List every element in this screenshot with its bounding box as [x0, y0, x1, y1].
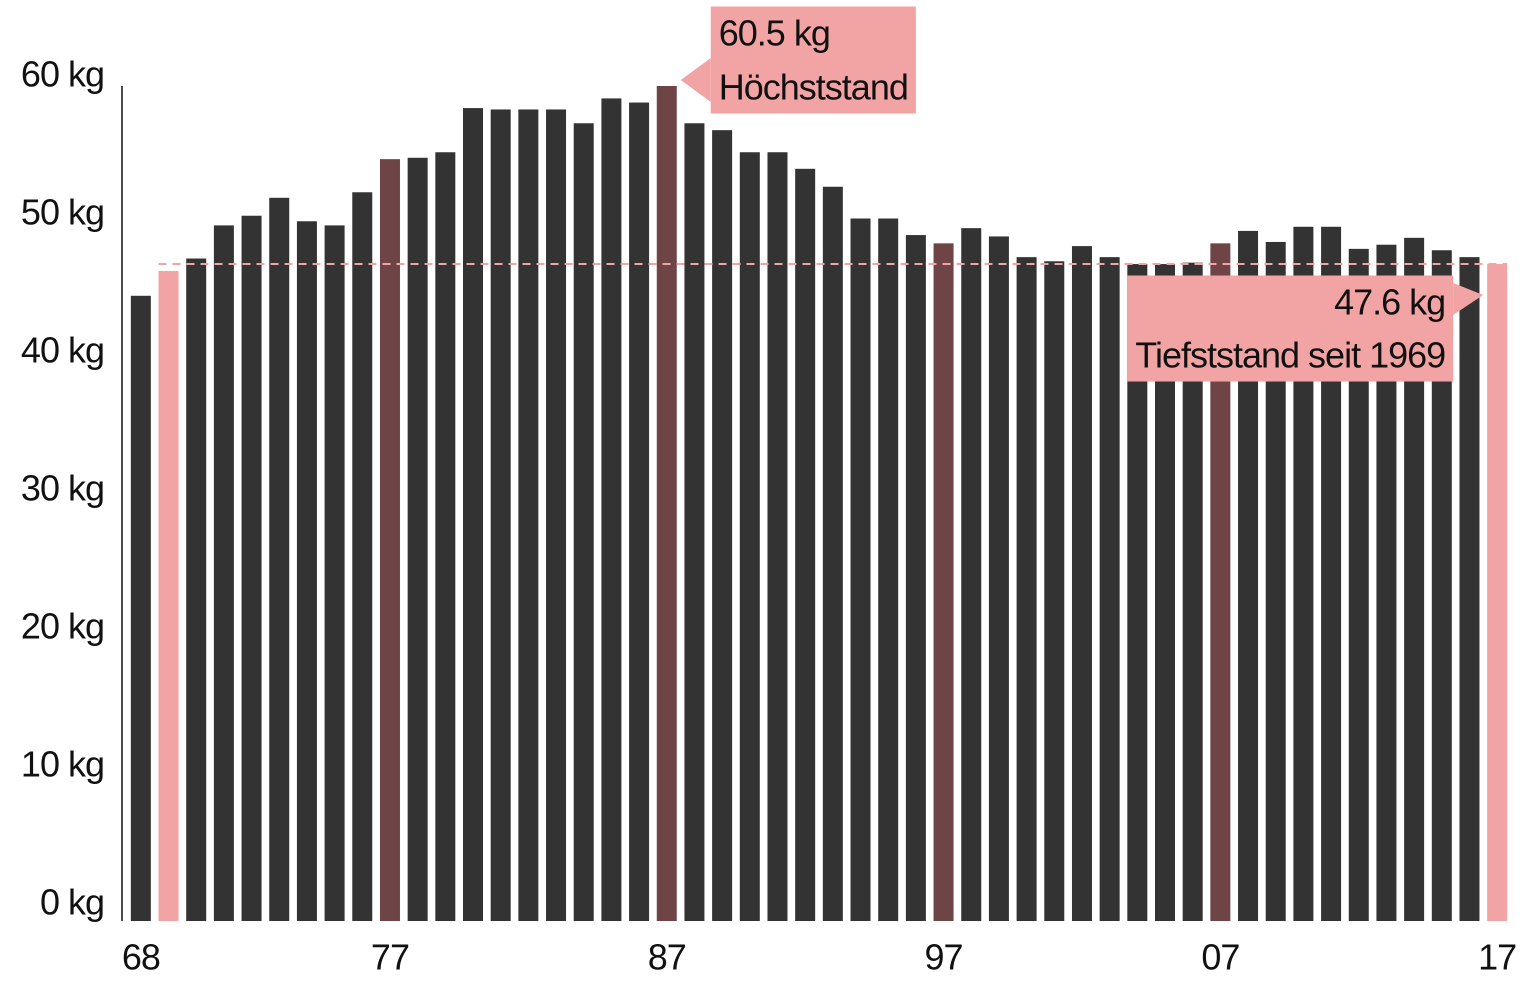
bar [269, 197, 290, 921]
bar [463, 108, 483, 921]
y-tick-label: 50 kg [21, 191, 104, 232]
annotation: 47.6 kg Tiefststand seit 1969 [1127, 275, 1484, 382]
bar [241, 215, 262, 921]
bar [435, 152, 456, 922]
x-tick-label: 77 [371, 937, 409, 978]
bar [712, 130, 733, 921]
value-label: 47.6 kg [1334, 282, 1445, 323]
bar [1348, 248, 1369, 921]
y-tick-label: 0 kg [40, 882, 104, 923]
annotation-arrow [680, 58, 711, 102]
bar [1099, 257, 1120, 921]
annotation-text: Höchststand [719, 67, 908, 108]
annotation-box [710, 6, 916, 114]
bar [933, 243, 954, 921]
x-tick-label: 07 [1201, 937, 1239, 978]
bar [1210, 243, 1231, 921]
bar [1238, 230, 1259, 921]
bar [905, 235, 926, 921]
bar [1431, 250, 1452, 921]
bar [767, 152, 788, 922]
bar [795, 168, 816, 921]
y-tick-label: 40 kg [21, 329, 104, 370]
bar [1127, 264, 1148, 921]
bar [629, 102, 650, 921]
bar [601, 98, 622, 921]
bar [518, 109, 539, 921]
bar [490, 109, 511, 921]
bar [546, 109, 567, 921]
x-tick-label: 97 [925, 937, 963, 978]
annotation-arrow [1453, 283, 1484, 315]
x-tick-label: 87 [648, 937, 686, 978]
x-tick-label: 68 [122, 937, 160, 978]
bar [739, 152, 760, 922]
bar [1265, 241, 1286, 921]
bar [656, 86, 677, 921]
bar [822, 186, 843, 921]
bar [1321, 226, 1342, 921]
x-tick-label: 17 [1478, 937, 1516, 978]
bar [1459, 257, 1480, 921]
bar [961, 228, 982, 921]
bar [130, 295, 151, 921]
bar [850, 218, 871, 922]
bar [1293, 226, 1314, 921]
bar [379, 159, 400, 922]
value-label: 60.5 kg [719, 13, 830, 54]
bar [213, 225, 234, 921]
annotation: 60.5 kg Höchststand [680, 6, 916, 114]
bar [186, 258, 207, 922]
y-tick-label: 30 kg [21, 467, 104, 508]
annotation-text: Tiefststand seit 1969 [1135, 335, 1445, 376]
y-tick-label: 10 kg [21, 743, 104, 784]
bar [573, 123, 594, 921]
bar [407, 157, 428, 921]
bar [1155, 264, 1175, 921]
y-tick-label: 60 kg [21, 53, 104, 94]
bar [684, 123, 705, 921]
bar [324, 225, 345, 921]
bar [988, 236, 1009, 922]
bar [1016, 257, 1037, 921]
bar [352, 192, 373, 922]
y-tick-label: 20 kg [21, 605, 104, 646]
bar [1044, 261, 1065, 921]
bar [1182, 262, 1203, 922]
bar [1376, 244, 1397, 922]
bar [158, 270, 179, 921]
annotation-box [1127, 275, 1454, 382]
bar [1487, 264, 1508, 921]
bar [296, 221, 317, 921]
bar [878, 218, 899, 922]
bar [1404, 237, 1425, 921]
bar [1071, 246, 1092, 921]
